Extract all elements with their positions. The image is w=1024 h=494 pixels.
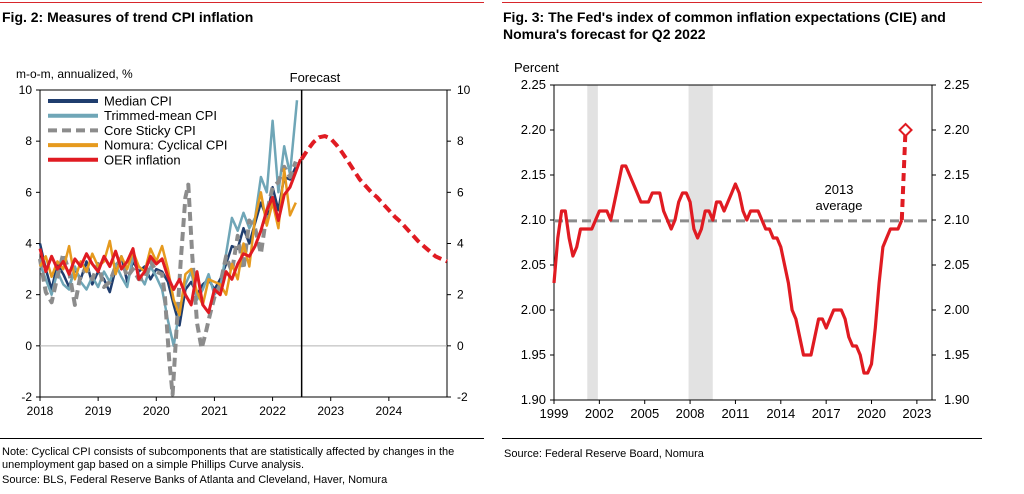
fig2-x-tick: 2021 — [201, 404, 228, 418]
fig3-x-tick: 2014 — [766, 406, 795, 421]
fig2-note: Note: Cyclical CPI consists of subcompon… — [2, 446, 455, 471]
fig3-y-tick-right: 1.95 — [944, 347, 969, 362]
fig3-y-tick-right: 2.15 — [944, 167, 969, 182]
fig3-average-label: 2013 average — [816, 182, 863, 213]
fig3-x-tick: 2017 — [812, 406, 841, 421]
fig2-y-tick-right: -2 — [457, 390, 468, 404]
fig2-title: Fig. 2: Measures of trend CPI inflation — [2, 9, 254, 25]
fig2-x-tick: 2019 — [85, 404, 112, 418]
fig3-y-tick-left: 2.05 — [521, 257, 546, 272]
fig2-legend-label: Trimmed-mean CPI — [104, 108, 217, 123]
fig2-y-tick-left: 8 — [25, 134, 32, 148]
fig3-top-rule — [502, 2, 982, 3]
fig3-series-line-0 — [552, 164, 904, 375]
fig3-forecast-marker — [898, 122, 913, 138]
fig3-recession-band — [688, 85, 713, 400]
fig3-x-tick: 2005 — [630, 406, 659, 421]
fig2-legend-label: Core Sticky CPI — [104, 123, 196, 138]
fig3-y-tick-right: 2.20 — [944, 122, 969, 137]
fig3-y-tick-right: 2.00 — [944, 302, 969, 317]
fig3-y-tick-right: 2.05 — [944, 257, 969, 272]
fig3-y-tick-left: 2.10 — [521, 212, 546, 227]
fig2-series-line-5 — [299, 134, 448, 264]
fig3-y-tick-left: 1.95 — [521, 347, 546, 362]
fig3-x-tick: 2011 — [721, 406, 749, 421]
fig2-y-tick-right: 0 — [457, 339, 464, 353]
fig2-x-tick: 2022 — [259, 404, 286, 418]
fig2-y-tick-right: 6 — [457, 185, 464, 199]
fig2-y-tick-right: 2 — [457, 288, 464, 302]
fig2-y-tick-left: 4 — [25, 237, 32, 251]
fig2-top-rule — [0, 2, 484, 3]
fig3-y-tick-right: 1.90 — [944, 392, 969, 407]
fig2-y-tick-left: 0 — [25, 339, 32, 353]
fig2-series-line-1 — [38, 100, 299, 348]
fig2-y-tick-right: 10 — [457, 83, 471, 97]
fig3-x-tick: 1999 — [540, 406, 569, 421]
fig2-y-tick-left: 6 — [25, 185, 32, 199]
fig3-y-tick-left: 1.90 — [521, 392, 546, 407]
fig3-y-tick-left: 2.25 — [521, 77, 546, 92]
fig2-forecast-label: Forecast — [290, 70, 341, 85]
fig2-y-tick-right: 8 — [457, 134, 464, 148]
fig3-x-tick: 2020 — [857, 406, 886, 421]
fig3-y-tick-right: 2.10 — [944, 212, 969, 227]
fig2-legend-label: Median CPI — [104, 94, 172, 109]
fig3-y-tick-left: 2.15 — [521, 167, 546, 182]
fig3-x-tick: 2008 — [676, 406, 705, 421]
fig3-series-line-1 — [899, 129, 908, 221]
fig3-x-tick: 2023 — [902, 406, 931, 421]
fig3-y-tick-right: 2.25 — [944, 77, 969, 92]
fig3-y-tick-left: 2.00 — [521, 302, 546, 317]
fig3-source: Source: Federal Reserve Board, Nomura — [504, 448, 704, 460]
fig3-y-axis-label: Percent — [514, 60, 559, 75]
fig2-y-axis-label: m-o-m, annualized, % — [16, 67, 133, 81]
fig3-title: Fig. 3: The Fed's index of common inflat… — [503, 9, 946, 42]
fig2-source: Source: BLS, Federal Reserve Banks of At… — [2, 474, 388, 486]
fig2-series-line-4 — [38, 158, 302, 315]
fig3-average-label-line: average — [816, 198, 863, 213]
fig2-x-tick: 2023 — [317, 404, 344, 418]
fig3-recession-band — [587, 85, 598, 400]
fig2-y-tick-left: 10 — [19, 83, 33, 97]
fig2-x-tick: 2024 — [376, 404, 403, 418]
fig2-y-tick-left: -2 — [21, 390, 32, 404]
fig3-plot-frame — [553, 84, 933, 401]
fig2-x-tick: 2020 — [143, 404, 170, 418]
fig3-bottom-rule — [502, 438, 982, 439]
fig2-y-tick-right: 4 — [457, 237, 464, 251]
fig2-y-tick-left: 2 — [25, 288, 32, 302]
fig3-y-tick-left: 2.20 — [521, 122, 546, 137]
fig2-legend-label: Nomura: Cyclical CPI — [104, 138, 228, 153]
fig3-average-label-line: 2013 — [825, 182, 854, 197]
fig3-x-tick: 2002 — [585, 406, 614, 421]
fig2-legend-label: OER inflation — [104, 152, 181, 167]
fig2-bottom-rule — [0, 438, 484, 439]
fig2-x-tick: 2018 — [27, 404, 54, 418]
